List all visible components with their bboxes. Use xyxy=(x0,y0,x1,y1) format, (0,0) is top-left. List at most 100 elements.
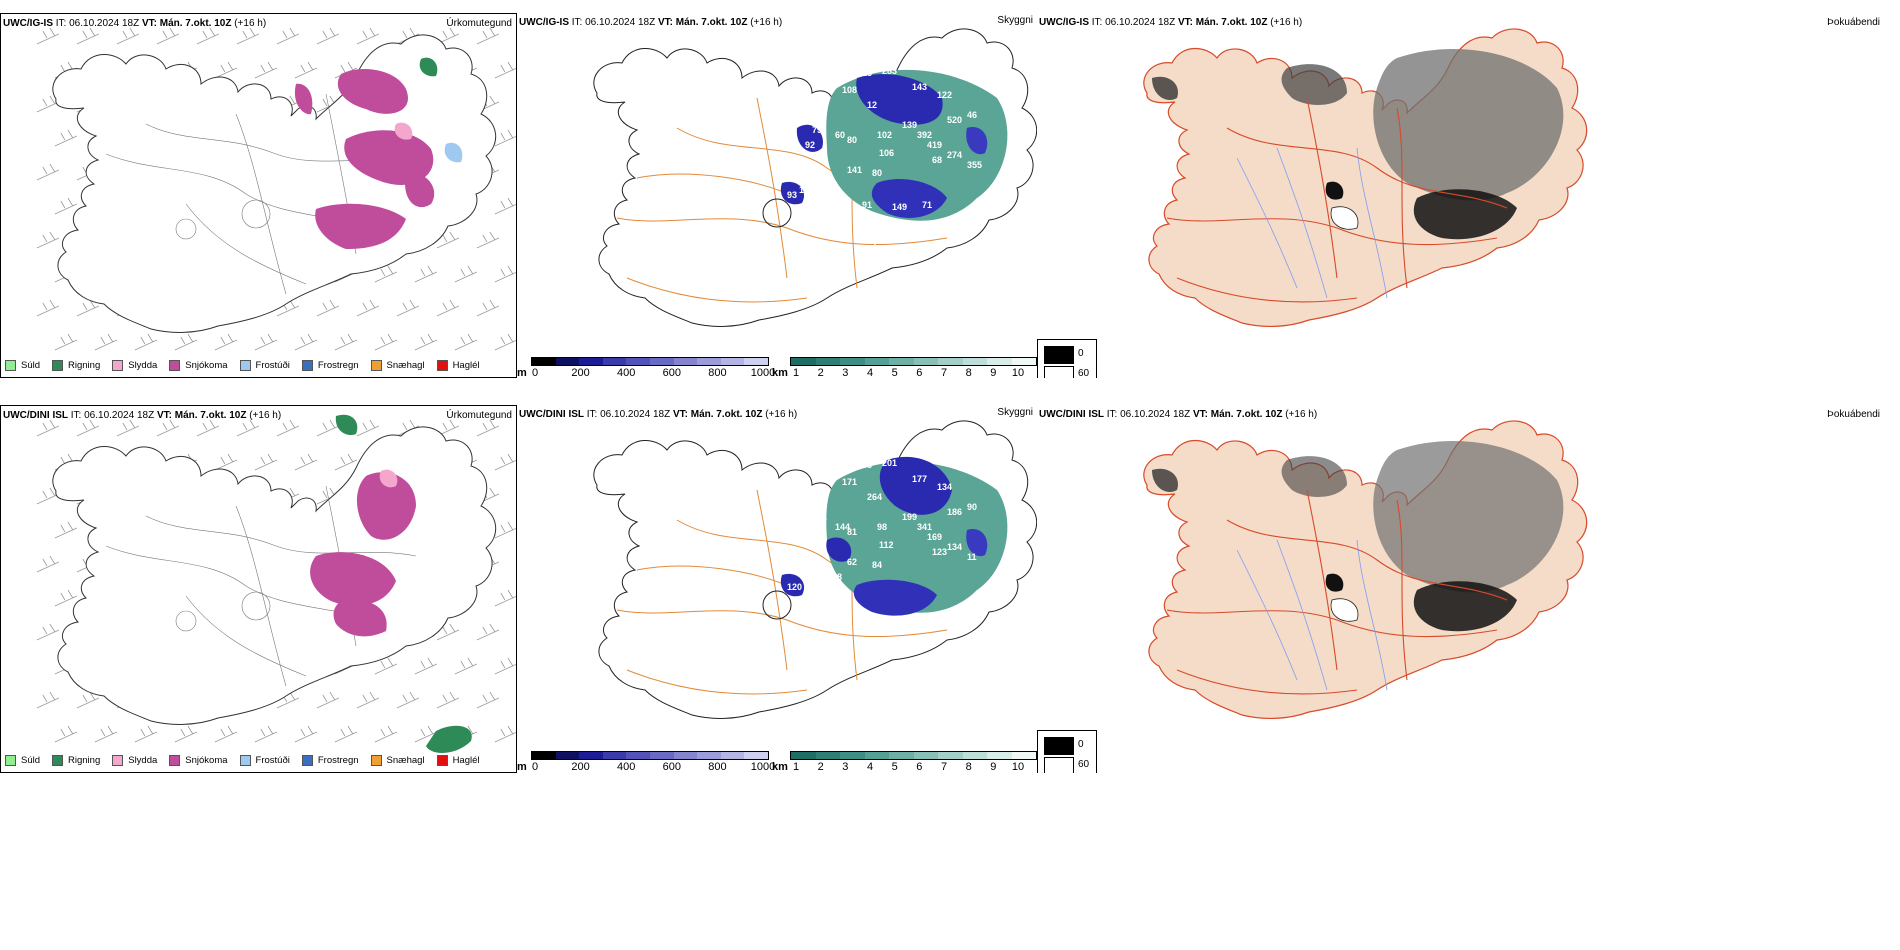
wind-barb xyxy=(476,231,500,249)
wind-barb xyxy=(494,657,516,675)
fog-legend: 0 60 xyxy=(1037,339,1097,378)
colorbar-tick: 10 xyxy=(1011,761,1025,773)
colorbar-cell xyxy=(1011,752,1036,759)
cloud-base-value: 141 xyxy=(847,165,862,175)
it-label: IT: xyxy=(55,18,67,29)
vt-value: Mán. 7.okt. 10Z xyxy=(159,18,232,29)
wind-barb xyxy=(414,265,438,283)
legend-swatch xyxy=(239,360,251,371)
wind-barb xyxy=(494,129,516,147)
colorbar-cell xyxy=(532,752,556,759)
wind-barb xyxy=(334,725,358,743)
panel-header: UWC/DINI ISL IT: 06.10.2024 18Z VT: Mán.… xyxy=(1039,409,1317,420)
legend-item: Frostregn xyxy=(301,755,359,766)
colorbar-tick: 7 xyxy=(940,367,948,378)
colorbar-tick: 2 xyxy=(817,367,824,378)
legend-label: Rigning xyxy=(68,755,101,766)
wind-barb xyxy=(476,691,500,709)
wind-barb xyxy=(476,27,500,45)
colorbar-cell xyxy=(840,358,865,365)
legend-label: Snjókoma xyxy=(185,755,228,766)
road-network xyxy=(1166,489,1508,695)
legend-item: Frostúði xyxy=(239,360,290,371)
cloud-base-value: 139 xyxy=(902,120,917,130)
colorbar-cell xyxy=(791,752,816,759)
legend-item: Rigning xyxy=(52,755,100,766)
wind-barb xyxy=(36,555,60,573)
it-label: IT: xyxy=(571,17,583,28)
wind-barb xyxy=(76,27,100,45)
panel-header: UWC/IG-IS IT: 06.10.2024 18Z VT: Mán. 7.… xyxy=(1039,17,1302,28)
wind-barb xyxy=(54,129,78,147)
colorbar-cell xyxy=(555,752,580,759)
colorbar-cell xyxy=(889,752,914,759)
fog-legend-low: 60 xyxy=(1078,368,1090,378)
visibility-colorbar: km 1 2 3 4 5 6 7 8 9 10 xyxy=(772,751,1037,773)
legend-item: Snjókoma xyxy=(169,360,228,371)
wind-barb xyxy=(134,333,158,351)
colorbar-cell xyxy=(626,752,650,759)
colorbar-cell xyxy=(626,358,650,365)
wind-barb xyxy=(356,419,380,437)
cloud-base-value: 46 xyxy=(967,110,977,120)
colorbar-tick: 6 xyxy=(916,367,923,378)
colorbar-cell xyxy=(697,358,721,365)
wind-barb xyxy=(36,95,60,113)
fog-legend-high: 0 xyxy=(1078,739,1084,750)
wind-barb xyxy=(54,197,78,215)
legend-swatch xyxy=(5,360,16,371)
cloud-base-panel-top: 323 283 143 122 108 12 193 79 60 80 92 102 139 392 419… xyxy=(517,13,1037,378)
lead-time: (+16 h) xyxy=(1285,409,1318,420)
fog-legend-high: 0 xyxy=(1078,348,1084,359)
precip-type-map xyxy=(36,27,516,351)
colorbar-cell xyxy=(987,358,1012,365)
legend-label: Frostúði xyxy=(255,755,290,766)
wind-barb xyxy=(174,333,198,351)
wind-barb xyxy=(54,725,78,743)
cloud-base-value: 169 xyxy=(927,532,942,542)
cloud-base-value: 81 xyxy=(847,527,857,537)
precip-legend: Súld Rigning Slydda Snjókoma Frostúði Frostre… xyxy=(5,360,480,371)
legend-swatch xyxy=(301,360,313,371)
wind-barb xyxy=(196,27,220,45)
wind-barb xyxy=(454,265,478,283)
legend-item: Súld xyxy=(5,360,40,371)
cloud-base-value: 392 xyxy=(917,130,932,140)
it-value: 06.10.2024 18Z xyxy=(585,17,656,28)
cloud-base-value: 323 xyxy=(857,68,872,78)
legend-label: Súld xyxy=(21,360,41,371)
cloud-base-value: 264 xyxy=(867,492,882,502)
panel-header: UWC/IG-IS IT: 06.10.2024 18Z VT: Mán. 7.… xyxy=(3,18,266,29)
colorbar-cell xyxy=(673,358,698,365)
fog-panel-bottom: UWC/DINI ISL IT: 06.10.2024 18Z VT: Mán.… xyxy=(1037,405,1900,773)
colorbar-cell xyxy=(579,752,603,759)
colorbar-tick: 10 xyxy=(1011,367,1025,378)
panel-title: Þokuábendi xyxy=(1827,409,1880,420)
colorbar-cell xyxy=(840,752,865,759)
panel-title: Úrkomutegund xyxy=(446,18,512,29)
cloud-base-value: 93 xyxy=(787,190,797,200)
vt-label: VT: xyxy=(657,17,673,28)
cloud-base-value: 12 xyxy=(867,100,877,110)
colorbar-tick: 4 xyxy=(866,761,874,773)
colorbar-cell xyxy=(864,752,889,759)
cloud-base-value: 316 xyxy=(805,532,820,542)
it-label: IT: xyxy=(586,409,598,420)
lead-time: (+16 h) xyxy=(1270,17,1303,28)
legend-item: Haglél xyxy=(436,360,480,371)
wind-barb xyxy=(436,299,460,317)
wind-barb xyxy=(54,589,78,607)
legend-item: Frostúði xyxy=(239,755,290,766)
wind-barb xyxy=(36,487,60,505)
wind-barb xyxy=(374,265,398,283)
it-label: IT: xyxy=(70,410,82,421)
colorbar-tick: 8 xyxy=(965,761,972,773)
wind-barb xyxy=(254,61,278,79)
cloud-base-value: 102 xyxy=(877,130,892,140)
colorbar-cell xyxy=(555,358,580,365)
wind-barb xyxy=(316,27,340,45)
wind-barb xyxy=(436,691,460,709)
colorbar-tick: 8 xyxy=(965,367,972,378)
colorbar-cell xyxy=(889,358,914,365)
wind-barb xyxy=(276,27,300,45)
